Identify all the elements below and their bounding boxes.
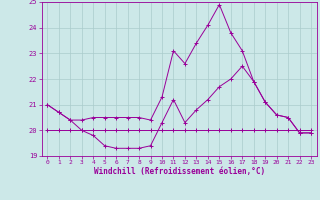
X-axis label: Windchill (Refroidissement éolien,°C): Windchill (Refroidissement éolien,°C) xyxy=(94,167,265,176)
